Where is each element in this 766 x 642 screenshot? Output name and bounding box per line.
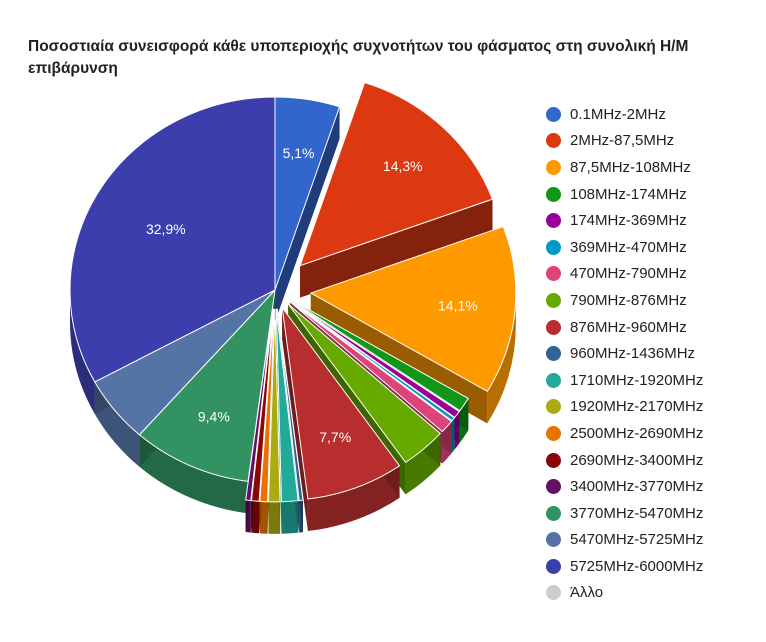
legend-item-108mhz-174mhz[interactable]: 108MHz-174MHz: [546, 181, 761, 208]
legend-swatch: [546, 399, 561, 415]
legend-swatch: [546, 372, 561, 388]
slice-wall: [259, 501, 268, 534]
legend-item-3400mhz-3770mhz[interactable]: 3400MHz-3770MHz: [546, 473, 761, 500]
legend-swatch: [546, 346, 561, 362]
legend-item-5470mhz-5725mhz[interactable]: 5470MHz-5725MHz: [546, 527, 761, 554]
slice-1710mhz-1920mhz[interactable]: [275, 308, 299, 503]
legend-swatch: [546, 266, 561, 282]
chart-title: Ποσοστιαία συνεισφορά κάθε υποπεριοχής σ…: [28, 38, 689, 77]
slice-label-0-1mhz-2mhz: 5,1%: [283, 145, 315, 161]
legend-item-87-5mhz-108mhz[interactable]: 87,5MHz-108MHz: [546, 154, 761, 181]
slice-2mhz-87-5mhz[interactable]: [299, 81, 494, 267]
legend-item-174mhz-369mhz[interactable]: 174MHz-369MHz: [546, 207, 761, 234]
legend-swatch: [546, 239, 561, 255]
slice-369mhz-470mhz[interactable]: [290, 301, 456, 422]
legend-swatch: [546, 585, 561, 601]
slice-label-2mhz-87-5mhz: 14,3%: [383, 158, 423, 174]
legend-label: 876MHz-960MHz: [570, 318, 687, 336]
slice-wall: [487, 293, 516, 424]
legend-item-470mhz-790mhz[interactable]: 470MHz-790MHz: [546, 261, 761, 288]
slice-cut-face: [282, 307, 308, 532]
legend-label: 2690MHz-3400MHz: [570, 451, 704, 469]
legend-item-960mhz-1436mhz[interactable]: 960MHz-1436MHz: [546, 340, 761, 367]
legend-item-3770mhz-5470mhz[interactable]: 3770MHz-5470MHz: [546, 500, 761, 527]
slice-label-87-5mhz-108mhz: 14,1%: [438, 298, 478, 314]
legend-item-876mhz-960mhz[interactable]: 876MHz-960MHz: [546, 314, 761, 341]
legend-swatch: [546, 532, 561, 548]
legend-item-1920mhz-2170mhz[interactable]: 1920MHz-2170MHz: [546, 394, 761, 421]
slice-side-0-1mhz-2mhz: [275, 106, 340, 322]
legend-swatch: [546, 292, 561, 308]
legend-swatch: [546, 425, 561, 441]
legend: 0.1MHz-2MHz 2MHz-87,5MHz 87,5MHz-108MHz 108…: [546, 101, 761, 606]
legend-swatch: [546, 159, 561, 175]
legend-label: 5725MHz-6000MHz: [570, 557, 704, 575]
slice-790mhz-876mhz[interactable]: [287, 303, 442, 464]
legend-label: Άλλο: [570, 584, 604, 602]
legend-label: 960MHz-1436MHz: [570, 345, 696, 363]
slice-108mhz-174mhz[interactable]: [291, 299, 469, 412]
slice-wall: [70, 290, 95, 414]
slice-wall: [281, 500, 299, 534]
legend-item-2690mhz-3400mhz[interactable]: 2690MHz-3400MHz: [546, 447, 761, 474]
legend-label: 108MHz-174MHz: [570, 185, 687, 203]
legend-item-άλλο[interactable]: Άλλο: [546, 580, 761, 607]
legend-swatch: [546, 505, 561, 521]
slice-1920mhz-2170mhz[interactable]: [267, 308, 281, 503]
legend-item-5725mhz-6000mhz[interactable]: 5725MHz-6000MHz: [546, 553, 761, 580]
legend-item-790mhz-876mhz[interactable]: 790MHz-876MHz: [546, 287, 761, 314]
legend-swatch: [546, 106, 561, 122]
legend-label: 1710MHz-1920MHz: [570, 371, 704, 389]
legend-swatch: [546, 479, 561, 495]
legend-label: 2MHz-87,5MHz: [570, 132, 675, 150]
legend-label: 0.1MHz-2MHz: [570, 105, 666, 123]
legend-swatch: [546, 452, 561, 468]
slice-3770mhz-5470mhz[interactable]: [138, 288, 276, 482]
legend-label: 87,5MHz-108MHz: [570, 158, 691, 176]
legend-label: 470MHz-790MHz: [570, 265, 687, 283]
legend-label: 174MHz-369MHz: [570, 212, 687, 230]
slice-label-3770mhz-5470mhz: 9,4%: [198, 408, 230, 424]
slice-label-876mhz-960mhz: 7,7%: [319, 429, 351, 445]
legend-label: 3400MHz-3770MHz: [570, 478, 704, 496]
slice-2690mhz-3400mhz[interactable]: [250, 308, 274, 502]
legend-swatch: [546, 319, 561, 335]
legend-label: 5470MHz-5725MHz: [570, 531, 704, 549]
legend-label: 2500MHz-2690MHz: [570, 424, 704, 442]
slice-cut-face: [275, 106, 340, 322]
slice-wall: [307, 465, 400, 532]
legend-label: 790MHz-876MHz: [570, 291, 687, 309]
slice-960mhz-1436mhz[interactable]: [276, 308, 304, 502]
legend-item-2500mhz-2690mhz[interactable]: 2500MHz-2690MHz: [546, 420, 761, 447]
legend-item-2mhz-87-5mhz[interactable]: 2MHz-87,5MHz: [546, 128, 761, 155]
legend-label: 369MHz-470MHz: [570, 238, 687, 256]
legend-swatch: [546, 133, 561, 149]
slice-876mhz-960mhz[interactable]: [281, 307, 401, 500]
slice-87-5mhz-108mhz[interactable]: [309, 225, 517, 392]
slice-wall: [268, 501, 281, 534]
pie-chart: 5,1% 14,3% 14,1% 7,7% 9,4% 32,9%: [69, 81, 517, 534]
slice-5725mhz-6000mhz[interactable]: [69, 96, 276, 383]
legend-label: 3770MHz-5470MHz: [570, 504, 704, 522]
legend-swatch: [546, 186, 561, 202]
legend-item-1710mhz-1920mhz[interactable]: 1710MHz-1920MHz: [546, 367, 761, 394]
slice-label-5725mhz-6000mhz: 32,9%: [146, 221, 186, 237]
legend-item-369mhz-470mhz[interactable]: 369MHz-470MHz: [546, 234, 761, 261]
slice-174mhz-369mhz[interactable]: [290, 300, 460, 419]
legend-swatch: [546, 558, 561, 574]
legend-item-0-1mhz-2mhz[interactable]: 0.1MHz-2MHz: [546, 101, 761, 128]
slice-cut-face: [300, 199, 493, 298]
legend-swatch: [546, 213, 561, 229]
slice-470mhz-790mhz[interactable]: [289, 301, 453, 433]
slice-2500mhz-2690mhz[interactable]: [259, 308, 275, 503]
legend-label: 1920MHz-2170MHz: [570, 398, 704, 416]
